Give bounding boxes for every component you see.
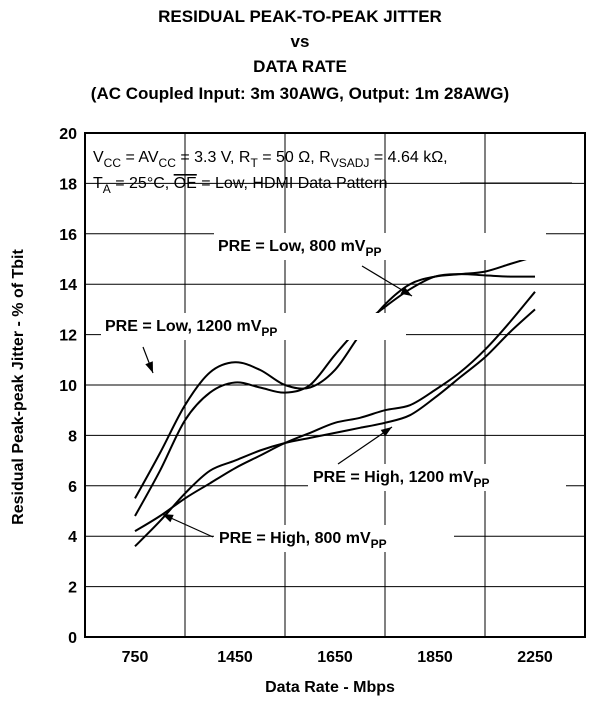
y-tick-label: 10 xyxy=(59,378,77,395)
conditions-line-2: TA = 25°C, OE = Low, HDMI Data Pattern xyxy=(93,175,388,196)
x-tick-label: 750 xyxy=(122,649,149,666)
x-tick-label: 1450 xyxy=(217,649,253,666)
grid xyxy=(85,133,585,637)
conditions-line-1: VCC = AVCC = 3.3 V, RT = 50 Ω, RVSADJ = … xyxy=(93,149,448,170)
x-tick-label: 1650 xyxy=(317,649,353,666)
series-line-4 xyxy=(134,308,536,548)
y-tick-label: 18 xyxy=(59,176,77,193)
annotation-bg xyxy=(308,464,566,491)
series-line-3 xyxy=(134,291,536,533)
y-tick-label: 16 xyxy=(59,227,77,244)
series-line-2 xyxy=(134,255,536,499)
arrowhead-icon xyxy=(380,427,392,437)
y-tick-label: 14 xyxy=(59,277,77,294)
x-tick-labels: 750 1450 1650 1850 2250 xyxy=(122,649,553,666)
y-tick-label: 0 xyxy=(68,630,77,647)
x-tick-label: 2250 xyxy=(517,649,553,666)
annotation-bg xyxy=(101,313,406,340)
x-tick-label: 1850 xyxy=(417,649,453,666)
title-line-2: vs xyxy=(291,32,310,51)
y-tick-label: 8 xyxy=(68,428,77,445)
annotation-label-2: PRE = Low, 1200 mVPP xyxy=(105,318,277,339)
annotation-label-4: PRE = High, 800 mVPP xyxy=(219,530,387,551)
title-line-3: DATA RATE xyxy=(253,57,347,76)
plot-frame xyxy=(84,132,586,638)
y-axis-label: Residual Peak-peak Jitter - % of Tbit xyxy=(10,249,27,525)
title-line-1: RESIDUAL PEAK-TO-PEAK JITTER xyxy=(158,7,442,26)
chart-title: RESIDUAL PEAK-TO-PEAK JITTER vs DATA RATE (… xyxy=(91,7,509,103)
x-axis-label: Data Rate - Mbps xyxy=(265,679,395,696)
y-tick-label: 2 xyxy=(68,580,77,597)
title-line-4: (AC Coupled Input: 3m 30AWG, Output: 1m … xyxy=(91,84,509,103)
annotation-bg xyxy=(214,233,546,260)
annotation-label-3: PRE = High, 1200 mVPP xyxy=(313,469,490,490)
series-lines xyxy=(134,255,536,548)
y-tick-label: 4 xyxy=(68,529,77,546)
y-tick-label: 12 xyxy=(59,328,77,345)
test-conditions: VCC = AVCC = 3.3 V, RT = 50 Ω, RVSADJ = … xyxy=(93,149,572,196)
y-tick-labels: 0 2 4 6 8 10 12 14 16 18 20 xyxy=(59,126,77,647)
annotation-label-1: PRE = Low, 800 mVPP xyxy=(218,238,381,259)
y-tick-label: 20 xyxy=(59,126,77,143)
series-annotations: PRE = Low, 800 mVPP PRE = Low, 1200 mVPP P… xyxy=(101,233,566,552)
arrowhead-icon xyxy=(145,361,153,373)
y-tick-label: 6 xyxy=(68,479,77,496)
plot-border xyxy=(84,132,586,638)
arrowhead-icon xyxy=(400,286,412,296)
annotation-bg xyxy=(214,525,454,552)
arrowhead-icon xyxy=(162,514,174,523)
